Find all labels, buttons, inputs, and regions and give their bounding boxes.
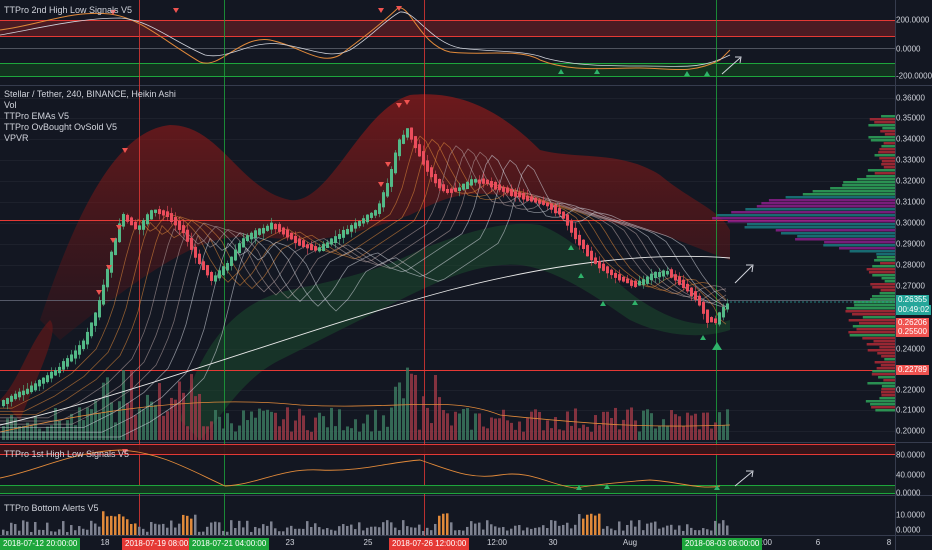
main-legend: Stellar / Tether, 240, BINANCE, Heikin A… (4, 89, 176, 144)
time-label: 30 (548, 538, 558, 547)
time-marker-tag: 2018-07-21 04:00:00 (189, 538, 270, 550)
mid-pane-title: TTPro 1st High Low Signals V5 (4, 449, 130, 459)
time-label: 18 (100, 538, 110, 547)
legend-emas[interactable]: TTPro EMAs V5 (4, 111, 70, 121)
time-label: 8 (886, 538, 892, 547)
countdown-tag: 00:49:02 (896, 305, 932, 315)
top-pane (0, 6, 895, 77)
price-axis-label: 0.27000 (896, 281, 925, 291)
price-axis-label: 0.32000 (896, 176, 925, 186)
mid-axis-label: 0.0000 (896, 488, 921, 498)
mid-pane (0, 444, 895, 494)
bottom-pane (2, 511, 729, 535)
price-axis-label: 0.22000 (896, 385, 925, 395)
price-axis-label: 0.20000 (896, 426, 925, 436)
price-axis-label: 0.28000 (896, 260, 925, 270)
time-label: 25 (363, 538, 373, 547)
price-axis-label: 0.30000 (896, 218, 925, 228)
price-axis-label: 0.33000 (896, 155, 925, 165)
top-axis-label: 200.0000 (896, 15, 930, 25)
price-axis-label: 0.31000 (896, 197, 925, 207)
top-axis-label: -200.0000 (896, 71, 932, 81)
time-marker-tag: 2018-07-19 08:00:00 (122, 538, 203, 550)
time-marker-tag: 2018-07-12 20:00:00 (0, 538, 81, 550)
last-price-tag: 0.26355 (896, 295, 929, 305)
symbol-title[interactable]: Stellar / Tether, 240, BINANCE, Heikin A… (4, 89, 176, 99)
bottom-pane-title: TTPro Bottom Alerts V5 (4, 503, 99, 513)
time-label: 6 (815, 538, 821, 547)
price-axis-label: 0.21000 (896, 405, 925, 415)
top-axis-label: 0.0000 (896, 44, 921, 54)
time-label: 12:00 (486, 538, 508, 547)
mid-axis-label: 80.0000 (896, 450, 925, 460)
legend-vpvr[interactable]: VPVR (4, 133, 29, 143)
time-label: Aug (622, 538, 638, 547)
bottom-axis-label: 10.0000 (896, 510, 925, 520)
price-axis-label: 0.29000 (896, 239, 925, 249)
bottom-axis-label: 0.0000 (896, 525, 921, 535)
price-axis-label: 0.35000 (896, 113, 925, 123)
legend-vol[interactable]: Vol (4, 100, 17, 110)
time-marker-tag: 2018-08-03 08:00:00 (682, 538, 763, 550)
price-axis-label: 0.24000 (896, 344, 925, 354)
legend-obos[interactable]: TTPro OvBought OvSold V5 (4, 122, 118, 132)
price-tag: 0.25500 (896, 327, 929, 337)
price-tag: 0.26206 (896, 318, 929, 328)
time-marker-tag: 2018-07-26 12:00:00 (389, 538, 470, 550)
level-price-tag: 0.22789 (896, 365, 929, 375)
top-pane-title: TTPro 2nd High Low Signals V5 (4, 5, 133, 15)
mid-axis-label: 40.0000 (896, 470, 925, 480)
main-pane (0, 0, 895, 536)
price-axis-label: 0.34000 (896, 134, 925, 144)
price-axis-label: 0.36000 (896, 93, 925, 103)
time-label: 23 (285, 538, 295, 547)
